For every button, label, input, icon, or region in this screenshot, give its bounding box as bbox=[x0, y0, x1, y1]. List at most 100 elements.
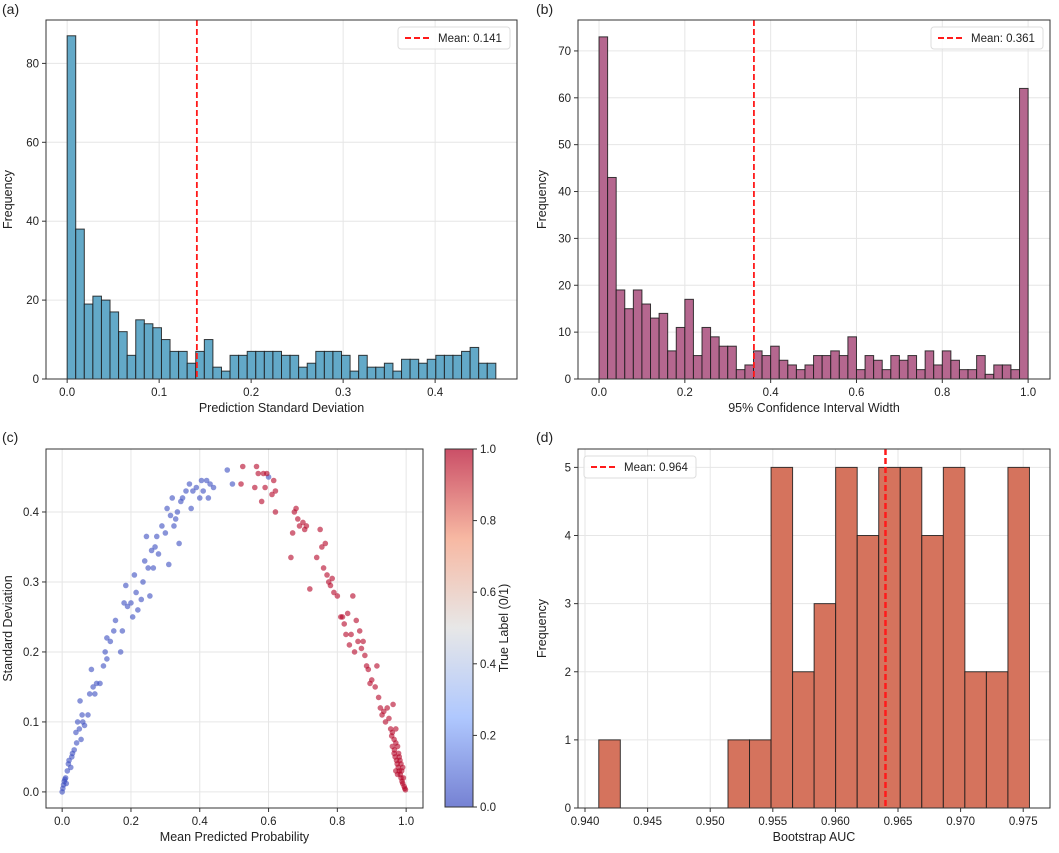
histogram-bar bbox=[349, 370, 360, 380]
x-tick-label: 1.0 bbox=[398, 816, 414, 828]
y-tick-label: 80 bbox=[26, 58, 39, 70]
x-tick-label: 0.975 bbox=[1009, 816, 1038, 828]
histogram-bar bbox=[881, 369, 892, 380]
histogram-bar bbox=[478, 362, 488, 380]
scatter-point bbox=[148, 547, 155, 554]
x-tick-label: 0.4 bbox=[192, 816, 209, 828]
y-axis-label: Frequency bbox=[1, 169, 15, 229]
legend-box bbox=[583, 455, 697, 479]
histogram-bar bbox=[281, 354, 291, 380]
panel-b: (b) 0.0 0.2 0.4 0.6 0.8 1.0 0 10 20 30 40 50 60 70 Mean… bbox=[535, 1, 1051, 415]
histogram-bar bbox=[993, 364, 1003, 380]
histogram-bar bbox=[118, 331, 128, 380]
colorbar-label: True Label (0/1) bbox=[497, 584, 511, 672]
scatter-point bbox=[90, 684, 96, 690]
scatter-point bbox=[176, 540, 182, 547]
scatter-point bbox=[307, 586, 313, 592]
scatter-point bbox=[300, 519, 306, 526]
y-tick-label: 0.3 bbox=[23, 577, 39, 589]
scatter-point bbox=[123, 582, 129, 589]
histogram-bar bbox=[650, 317, 660, 380]
x-tick-label: 0.2 bbox=[123, 816, 139, 828]
histogram-bar bbox=[366, 366, 377, 380]
scatter-point bbox=[253, 463, 260, 470]
histogram-bar bbox=[289, 354, 300, 380]
scatter-point bbox=[339, 614, 346, 620]
histogram-bar bbox=[813, 603, 837, 809]
scatter-point bbox=[289, 530, 296, 536]
scatter-point bbox=[63, 780, 70, 787]
scatter-point bbox=[327, 582, 334, 589]
scatter-point bbox=[346, 642, 353, 648]
scatter-point bbox=[258, 498, 265, 505]
y-tick-label: 0.2 bbox=[23, 647, 39, 659]
scatter-point bbox=[303, 523, 310, 529]
scatter-point bbox=[76, 726, 83, 732]
histogram-bar bbox=[461, 350, 471, 380]
histogram-bar bbox=[126, 354, 137, 380]
legend: Mean: 0.361 bbox=[930, 26, 1044, 50]
scatter-point bbox=[179, 495, 186, 501]
x-tick-label: 0.6 bbox=[261, 816, 277, 828]
scatter-point bbox=[97, 680, 103, 687]
y-tick-label: 0 bbox=[565, 374, 571, 386]
scatter-point bbox=[67, 764, 74, 771]
scatter-point bbox=[74, 719, 81, 725]
histogram-bar bbox=[92, 295, 102, 380]
scatter-point bbox=[262, 484, 268, 491]
legend-label: Mean: 0.964 bbox=[624, 462, 689, 474]
scatter-point bbox=[135, 607, 141, 613]
scatter-point bbox=[174, 509, 181, 515]
histogram-bar bbox=[486, 362, 497, 380]
scatter-point bbox=[362, 652, 368, 659]
scatter-point bbox=[147, 593, 153, 599]
panel-a: (a) 0.0 0.1 0.2 0.3 0.4 0 20 40 60 80 Mean: 0.141 Pr… bbox=[1, 1, 518, 415]
histogram-bar bbox=[178, 350, 188, 380]
scatter-point bbox=[205, 495, 212, 501]
x-tick-label: 1.0 bbox=[1020, 387, 1036, 399]
histogram-bar bbox=[75, 228, 85, 380]
x-tick-label: 0.0 bbox=[59, 387, 75, 399]
histogram-bar bbox=[667, 350, 677, 380]
scatter-point bbox=[85, 712, 91, 718]
y-tick-label: 30 bbox=[558, 233, 571, 245]
scatter-point bbox=[341, 621, 348, 627]
histogram-bar bbox=[607, 176, 617, 380]
x-tick-label: 0.2 bbox=[677, 387, 693, 399]
histogram-bar bbox=[220, 370, 231, 380]
scatter-point bbox=[269, 491, 275, 498]
x-tick-label: 0.3 bbox=[335, 387, 351, 399]
histogram-bar bbox=[804, 364, 815, 380]
scatter-point bbox=[140, 579, 146, 585]
x-tick-label: 0.945 bbox=[633, 816, 662, 828]
colorbar-tick-label: 1.0 bbox=[480, 444, 496, 456]
histogram-bar bbox=[1010, 369, 1021, 380]
histogram-bar bbox=[418, 362, 428, 380]
y-tick-label: 20 bbox=[558, 280, 571, 292]
histogram-bar bbox=[255, 350, 265, 380]
histogram-bar bbox=[890, 355, 900, 380]
scatter-point bbox=[394, 771, 401, 778]
histogram-bar bbox=[984, 373, 995, 380]
histogram-bar bbox=[160, 339, 171, 380]
histogram-bar bbox=[878, 466, 901, 809]
legend: Mean: 0.141 bbox=[397, 26, 511, 50]
scatter-point bbox=[119, 628, 126, 634]
scatter-point bbox=[296, 523, 303, 529]
panel-label: (a) bbox=[2, 1, 19, 17]
panel-label: (d) bbox=[536, 429, 553, 445]
x-tick-label: 0.950 bbox=[696, 816, 725, 828]
y-tick-label: 20 bbox=[26, 295, 39, 307]
axes-frame bbox=[577, 448, 1051, 809]
histogram-bar bbox=[1001, 364, 1012, 380]
scatter-point bbox=[141, 558, 148, 564]
scatter-point bbox=[131, 572, 138, 578]
scatter-point bbox=[399, 764, 406, 771]
scatter-point bbox=[293, 505, 299, 512]
scatter-point bbox=[152, 544, 158, 550]
histogram-bar bbox=[907, 355, 918, 380]
axes-frame bbox=[45, 19, 518, 380]
scatter-point bbox=[365, 666, 372, 673]
scatter-point bbox=[355, 638, 361, 645]
scatter-point bbox=[372, 684, 378, 690]
